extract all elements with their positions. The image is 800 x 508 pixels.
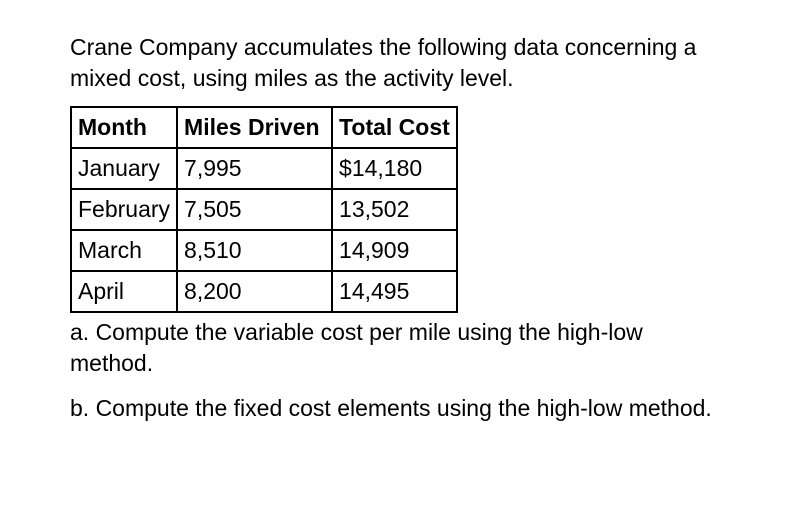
col-header-month: Month <box>71 107 177 148</box>
cell-cost: 14,495 <box>332 271 457 312</box>
cell-cost: 13,502 <box>332 189 457 230</box>
table-header-row: Month Miles Driven Total Cost <box>71 107 457 148</box>
col-header-miles: Miles Driven <box>177 107 332 148</box>
table-row: March 8,510 14,909 <box>71 230 457 271</box>
table-row: January 7,995 $14,180 <box>71 148 457 189</box>
cell-miles: 7,505 <box>177 189 332 230</box>
data-table: Month Miles Driven Total Cost January 7,… <box>70 106 458 313</box>
cell-month: February <box>71 189 177 230</box>
cell-miles: 8,510 <box>177 230 332 271</box>
cell-miles: 7,995 <box>177 148 332 189</box>
col-header-cost: Total Cost <box>332 107 457 148</box>
question-a: a. Compute the variable cost per mile us… <box>70 317 730 379</box>
table-row: February 7,505 13,502 <box>71 189 457 230</box>
table-row: April 8,200 14,495 <box>71 271 457 312</box>
cell-cost: $14,180 <box>332 148 457 189</box>
cell-month: January <box>71 148 177 189</box>
intro-text: Crane Company accumulates the following … <box>70 32 730 94</box>
cell-cost: 14,909 <box>332 230 457 271</box>
cell-month: March <box>71 230 177 271</box>
cell-miles: 8,200 <box>177 271 332 312</box>
question-b: b. Compute the fixed cost elements using… <box>70 393 730 424</box>
cell-month: April <box>71 271 177 312</box>
